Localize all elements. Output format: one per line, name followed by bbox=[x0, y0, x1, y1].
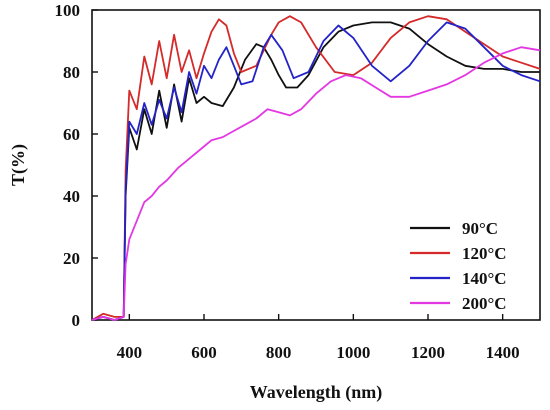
y-tick-label: 60 bbox=[63, 125, 80, 144]
x-axis-title: Wavelength (nm) bbox=[250, 382, 383, 403]
legend: 90°C 120°C 140°C 200°C bbox=[410, 219, 507, 313]
legend-label: 200°C bbox=[462, 294, 507, 313]
legend-label: 90°C bbox=[462, 219, 498, 238]
x-tick-label: 800 bbox=[266, 343, 292, 362]
x-tick-label: 400 bbox=[117, 343, 143, 362]
x-tick-label: 1000 bbox=[336, 343, 370, 362]
legend-label: 140°C bbox=[462, 269, 507, 288]
series-layer bbox=[91, 15, 541, 321]
series-line-2 bbox=[91, 21, 541, 321]
x-tick-label: 1200 bbox=[411, 343, 445, 362]
legend-label: 120°C bbox=[462, 244, 507, 263]
x-tick-label: 1400 bbox=[486, 343, 520, 362]
y-tick-label: 80 bbox=[63, 63, 80, 82]
y-tick-label: 20 bbox=[63, 249, 80, 268]
axes-layer: 400 600 800 1000 1200 1400 0 20 40 60 80 100 bbox=[55, 1, 541, 362]
series-line-1 bbox=[91, 15, 541, 321]
y-tick-label: 100 bbox=[55, 1, 81, 20]
plot-frame bbox=[91, 9, 541, 321]
series-line-0 bbox=[91, 21, 540, 321]
series-line-3 bbox=[91, 46, 541, 321]
x-tick-label: 600 bbox=[191, 343, 217, 362]
y-axis-title: T(%) bbox=[8, 144, 29, 186]
y-tick-label: 0 bbox=[72, 311, 81, 330]
y-tick-label: 40 bbox=[63, 187, 80, 206]
